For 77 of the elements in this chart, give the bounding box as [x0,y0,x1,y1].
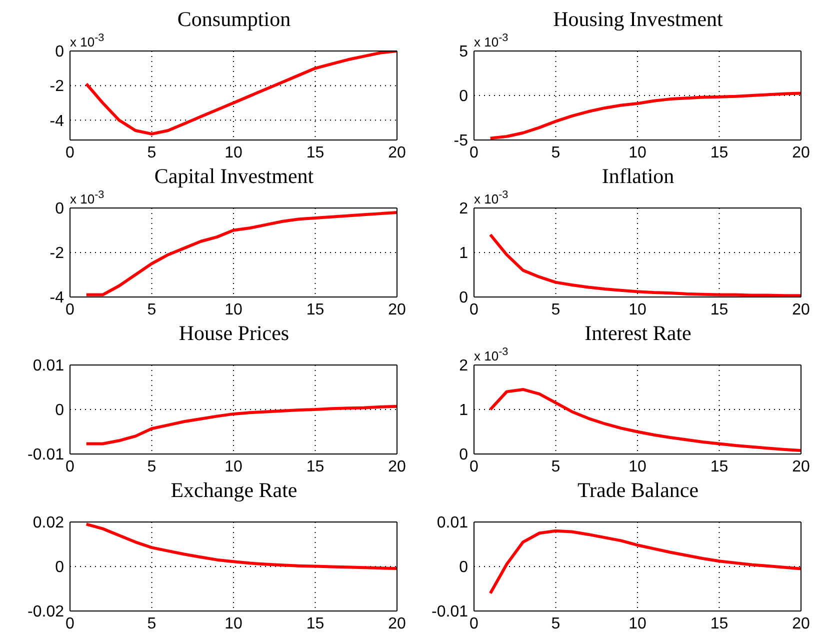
x-tick-label: 10 [628,458,646,476]
x-tick-label: 15 [306,144,324,162]
y-tick-label: 0.02 [32,514,64,532]
text: x 10$^{-3}$ [474,31,508,50]
y-tick-label: 0 [55,402,64,420]
line-series [488,529,801,595]
chart-title: House Prices [178,321,290,345]
x-tick-label: 10 [628,301,646,318]
x-tick-label: 20 [388,301,406,318]
y-tick-label: 0.01 [436,514,468,532]
x-tick-label: 15 [306,301,324,318]
line-series [84,404,397,446]
y-tick-label: 2 [459,358,468,375]
x-tick-label: 20 [792,301,810,318]
y-tick-label: 0 [459,290,468,307]
y-tick-label: 5 [459,44,468,61]
y-tick-label: -4 [50,290,64,307]
y-tick-label: -0.01 [28,446,64,464]
x-tick-label: 15 [710,301,728,318]
y-tick-label: 0 [55,200,64,218]
x-tick-label: 10 [224,615,242,632]
x-tick-label: 5 [147,458,156,476]
x-tick-label: 10 [224,144,242,162]
y-tick-label: -0.01 [432,604,468,621]
y-tick-label: 1 [459,402,468,420]
y-tick-label: -0.02 [28,604,64,621]
x-tick-label: 10 [628,615,646,632]
text: x 10$^{-3}$ [474,345,508,364]
x-tick-label: 5 [551,458,560,476]
x-tick-label: 20 [388,458,406,476]
y-tick-label: -2 [50,245,64,262]
x-tick-label: 15 [710,458,728,476]
y-tick-label: 0 [55,559,64,576]
chart-title: Exchange Rate [170,478,298,502]
x-tick-label: 20 [388,144,406,162]
text: x 10$^{-3}$ [474,188,508,208]
y-tick-label: -5 [454,132,468,150]
chart-title: Consumption [176,7,292,31]
line-series [84,522,397,570]
line-series [488,233,801,297]
y-tick-label: 0.01 [32,358,64,375]
text: x 10$^{-3}$ [70,31,104,50]
text: x 10$^{-3}$ [70,188,104,208]
x-tick-label: 10 [628,144,646,162]
y-tick-label: 0 [459,446,468,464]
x-tick-label: 20 [792,458,810,476]
y-tick-label: 0 [55,44,64,61]
y-tick-label: -2 [50,78,64,96]
y-tick-label: -4 [50,112,64,130]
x-tick-label: 10 [224,301,242,318]
line-series [488,92,801,140]
x-tick-label: 15 [710,615,728,632]
x-tick-label: 20 [792,144,810,162]
chart-title: Capital Investment [153,164,315,188]
x-tick-label: 15 [306,615,324,632]
chart-title: Housing Investment [552,7,724,31]
x-tick-label: 5 [551,301,560,318]
y-tick-label: 1 [459,245,468,262]
x-tick-label: 15 [306,458,324,476]
chart-title: Inflation [600,164,676,188]
y-tick-label: 0 [459,559,468,576]
line-series [84,210,397,296]
line-series [488,388,801,452]
x-tick-label: 5 [147,301,156,318]
y-tick-label: 2 [459,200,468,218]
x-tick-label: 5 [147,615,156,632]
x-tick-label: 5 [551,144,560,162]
x-tick-label: 20 [792,615,810,632]
chart-title: Interest Rate [584,321,692,345]
x-tick-label: 20 [388,615,406,632]
x-tick-label: 15 [710,144,728,162]
line-series [84,51,397,136]
x-tick-label: 5 [147,144,156,162]
y-tick-label: 0 [459,88,468,106]
x-tick-label: 5 [551,615,560,632]
x-tick-label: 10 [224,458,242,476]
chart-title: Trade Balance [576,478,700,502]
